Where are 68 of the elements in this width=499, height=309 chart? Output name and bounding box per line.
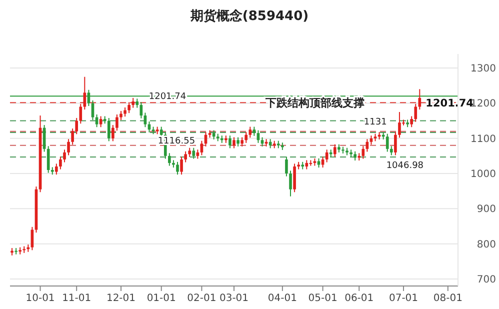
candlestick xyxy=(285,156,288,177)
candlestick xyxy=(67,138,70,156)
candlestick xyxy=(386,133,389,152)
candlestick xyxy=(305,160,308,170)
candlestick xyxy=(132,97,135,108)
candlestick xyxy=(228,135,232,149)
x-tick-label: 03-01 xyxy=(219,293,249,304)
candlestick xyxy=(46,146,50,174)
y-tick-label: 1200 xyxy=(470,98,496,110)
chart-title: 期货概念(859440) xyxy=(189,8,309,24)
candlestick xyxy=(293,163,296,193)
candlestick xyxy=(244,132,248,144)
candlestick xyxy=(99,116,102,128)
candlestick xyxy=(240,136,244,147)
y-tick-label: 1100 xyxy=(470,134,496,145)
candlestick xyxy=(414,103,418,122)
y-tick-label: 1300 xyxy=(470,64,496,75)
candlestick xyxy=(136,98,139,108)
candlestick xyxy=(59,156,62,170)
candlestick xyxy=(394,132,397,156)
candlestick xyxy=(79,103,82,124)
annotation: 1046.98 xyxy=(386,161,424,172)
candlestick xyxy=(55,163,58,176)
x-tick-label: 10-01 xyxy=(26,293,55,304)
candlestick xyxy=(418,88,422,110)
y-tick-label: 900 xyxy=(476,204,496,216)
x-tick-label: 08-01 xyxy=(433,293,462,304)
candlestick xyxy=(107,117,110,142)
candlestick xyxy=(184,150,187,163)
candlestick xyxy=(188,147,192,158)
candlestick xyxy=(354,150,356,162)
x-tick-label: 05-01 xyxy=(308,293,338,304)
x-tick-label: 04-01 xyxy=(268,293,297,304)
candlestick xyxy=(124,106,126,118)
candlestick xyxy=(236,136,240,147)
candlestick xyxy=(232,136,236,149)
candlestick xyxy=(410,116,413,128)
candlestick xyxy=(144,112,147,128)
y-tick-label: 1000 xyxy=(470,169,496,180)
x-tick-label: 12-01 xyxy=(106,293,136,304)
candlestick xyxy=(362,146,365,160)
candlestick xyxy=(390,146,393,156)
candlestick xyxy=(63,149,66,163)
candlestick xyxy=(120,110,122,121)
candlestick xyxy=(71,128,74,146)
candlestick xyxy=(128,102,130,114)
candlestick xyxy=(116,114,118,132)
candlestick xyxy=(180,156,183,176)
x-tick-label: 01-01 xyxy=(146,293,176,304)
candlestick xyxy=(75,117,78,135)
candlestick xyxy=(192,147,196,160)
x-tick-label: 02-01 xyxy=(187,293,216,304)
candlestick xyxy=(112,124,114,142)
candlestick xyxy=(333,144,336,158)
ref-line-label: 1201.74 xyxy=(426,97,474,110)
y-tick-label: 800 xyxy=(476,239,496,250)
x-tick-label: 07-01 xyxy=(388,293,418,304)
candlestick xyxy=(248,126,252,138)
candlestick xyxy=(289,170,292,197)
candlestick xyxy=(168,152,171,166)
y-tick-label: 700 xyxy=(476,274,496,286)
candlestick xyxy=(309,160,312,166)
x-tick-label: 11-01 xyxy=(62,293,92,304)
x-tick-label: 06-01 xyxy=(344,293,374,304)
candlestick xyxy=(200,140,204,156)
candlestick xyxy=(176,161,179,176)
candlestick xyxy=(398,112,401,138)
candlestick xyxy=(91,100,94,121)
